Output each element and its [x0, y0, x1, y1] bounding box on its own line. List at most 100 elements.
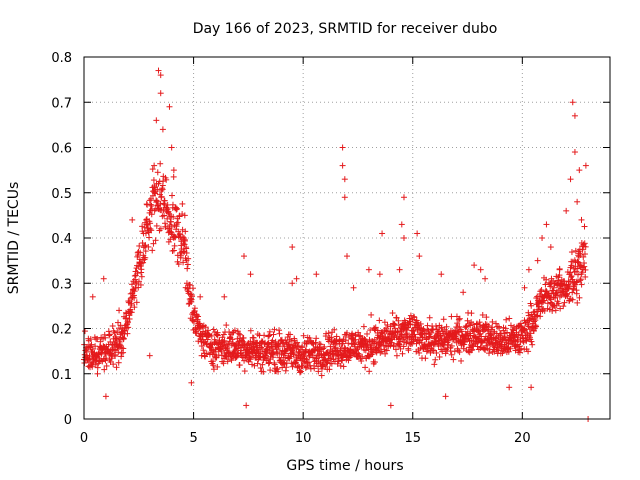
data-point	[134, 270, 141, 277]
data-point	[303, 346, 310, 353]
data-point	[224, 344, 231, 351]
data-point	[167, 228, 174, 235]
data-point	[101, 366, 108, 373]
data-point	[198, 343, 205, 350]
data-point	[297, 368, 304, 375]
data-point	[333, 333, 340, 340]
data-point	[579, 269, 586, 276]
data-point	[270, 331, 277, 338]
data-point	[293, 357, 300, 364]
y-axis-label: SRMTID / TECUs	[6, 182, 22, 295]
data-point	[381, 319, 388, 326]
data-point	[345, 340, 352, 347]
data-point	[185, 255, 192, 262]
data-point	[536, 303, 543, 310]
data-point	[368, 311, 375, 318]
data-point	[124, 330, 131, 337]
data-point	[506, 384, 513, 391]
data-point	[525, 323, 532, 330]
data-point	[483, 314, 490, 321]
data-point	[270, 348, 277, 355]
data-point	[505, 348, 512, 355]
data-point	[208, 332, 215, 339]
data-point	[382, 350, 389, 357]
data-point	[306, 335, 313, 342]
data-point	[169, 201, 176, 208]
data-point	[344, 329, 351, 336]
data-point	[445, 337, 452, 344]
data-point	[426, 314, 433, 321]
data-point	[342, 337, 349, 344]
data-point	[574, 258, 581, 265]
data-point	[114, 319, 121, 326]
data-point	[533, 323, 540, 330]
data-points	[81, 67, 592, 422]
data-point	[266, 347, 273, 354]
data-point	[89, 293, 96, 300]
data-point	[203, 350, 210, 357]
data-point	[153, 117, 160, 124]
data-point	[565, 278, 572, 285]
data-point	[151, 162, 158, 169]
data-point	[407, 312, 414, 319]
data-point	[161, 212, 168, 219]
data-point	[359, 353, 366, 360]
data-point	[538, 286, 545, 293]
x-tick-label: 0	[80, 431, 88, 446]
data-point	[293, 275, 300, 282]
data-point	[482, 275, 489, 282]
data-point	[299, 343, 306, 350]
data-point	[573, 268, 580, 275]
data-point	[529, 341, 536, 348]
data-point	[389, 310, 396, 317]
data-point	[138, 273, 145, 280]
data-point	[525, 348, 532, 355]
data-point	[483, 342, 490, 349]
data-point	[332, 344, 339, 351]
data-point	[525, 266, 532, 273]
data-point	[302, 364, 309, 371]
data-point	[199, 333, 206, 340]
data-point	[537, 288, 544, 295]
data-point	[276, 330, 283, 337]
data-point	[563, 207, 570, 214]
data-point	[455, 347, 462, 354]
data-point	[126, 315, 133, 322]
data-point	[387, 323, 394, 330]
data-point	[489, 324, 496, 331]
x-tick-label: 10	[295, 431, 312, 446]
data-point	[384, 321, 391, 328]
data-point	[240, 253, 247, 260]
data-point	[200, 347, 207, 354]
data-point	[425, 334, 432, 341]
data-point	[267, 367, 274, 374]
y-tick-label: 0	[64, 413, 72, 428]
y-tick-label: 0.3	[51, 277, 72, 292]
data-point	[405, 347, 412, 354]
data-point	[115, 359, 122, 366]
data-point	[321, 343, 328, 350]
data-point	[269, 337, 276, 344]
data-point	[506, 315, 513, 322]
data-point	[94, 335, 101, 342]
data-point	[485, 322, 492, 329]
data-point	[398, 221, 405, 228]
data-point	[426, 333, 433, 340]
data-point	[582, 273, 589, 280]
data-point	[129, 216, 136, 223]
data-point	[460, 289, 467, 296]
data-point	[543, 276, 550, 283]
data-point	[577, 277, 584, 284]
data-point	[539, 235, 546, 241]
data-point	[456, 349, 463, 356]
y-tick-label: 0.4	[51, 232, 72, 247]
data-point	[456, 315, 463, 322]
data-point	[326, 366, 333, 373]
data-point	[489, 318, 496, 325]
data-point	[261, 332, 268, 339]
data-point	[165, 238, 172, 245]
data-point	[568, 262, 575, 269]
data-point	[400, 194, 407, 201]
data-point	[133, 279, 140, 286]
data-point	[187, 282, 194, 289]
